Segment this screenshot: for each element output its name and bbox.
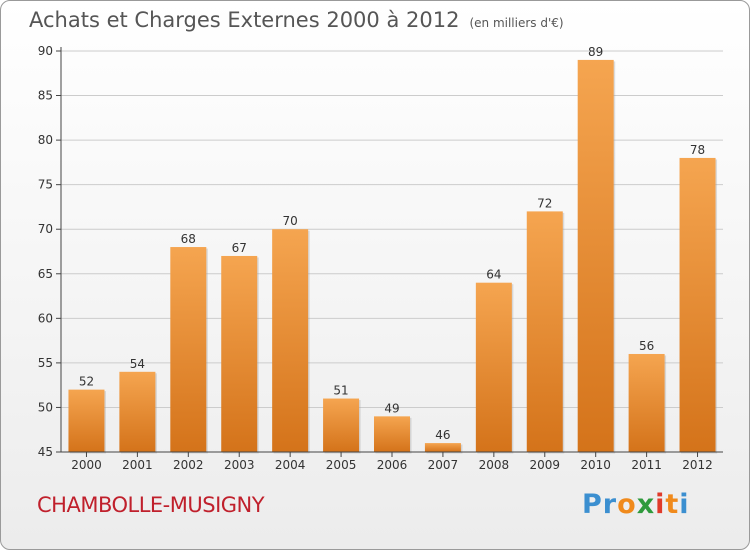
grid-lines	[61, 50, 723, 453]
data-label: 72	[537, 196, 552, 210]
x-tick-label: 2000	[71, 458, 102, 472]
bar	[577, 59, 614, 453]
data-label: 64	[486, 268, 501, 282]
logo-letter: r	[602, 489, 618, 520]
data-label: 68	[181, 232, 196, 246]
data-label: 78	[690, 143, 705, 157]
data-label: 46	[435, 428, 450, 442]
commune-name: CHAMBOLLE-MUSIGNY	[37, 493, 265, 517]
y-tick-label: 60	[38, 311, 53, 325]
x-tick-label: 2005	[326, 458, 357, 472]
chart-subtitle: (en milliers d'€)	[469, 16, 564, 30]
logo-letter: P	[582, 489, 603, 520]
data-label: 70	[283, 214, 298, 228]
data-label: 52	[79, 375, 94, 389]
bar	[323, 398, 360, 452]
x-tick-label: 2003	[224, 458, 255, 472]
y-tick-label: 85	[38, 89, 53, 103]
logo-letter: i	[679, 489, 690, 520]
x-tick-label: 2012	[682, 458, 713, 472]
proxiti-logo: Proxiti	[582, 489, 690, 520]
data-label: 54	[130, 357, 145, 371]
data-label: 49	[384, 401, 399, 415]
x-tick-label: 2009	[529, 458, 560, 472]
logo-letter: x	[636, 489, 656, 520]
x-tick-label: 2008	[479, 458, 510, 472]
x-tick-label: 2004	[275, 458, 306, 472]
x-tick-label: 2007	[428, 458, 459, 472]
bar	[424, 443, 461, 452]
logo-letter: o	[617, 489, 637, 520]
y-tick-label: 45	[38, 445, 53, 459]
labels: 45 50 55 60 65 70 75 80 85 90 52 2000 54 2001 68 2002 67…	[38, 44, 713, 472]
data-label: 56	[639, 339, 654, 353]
bar	[475, 282, 512, 452]
bar	[628, 353, 665, 452]
axes	[56, 47, 723, 457]
data-label: 67	[232, 241, 247, 255]
y-tick-label: 50	[38, 400, 53, 414]
y-tick-label: 90	[38, 44, 53, 58]
logo-letter: i	[655, 489, 666, 520]
bar	[170, 247, 207, 452]
bar	[221, 255, 258, 452]
x-tick-label: 2011	[631, 458, 662, 472]
bars	[68, 59, 718, 454]
chart-title-text: Achats et Charges Externes 2000 à 2012	[29, 8, 460, 32]
y-tick-label: 55	[38, 356, 53, 370]
data-label: 89	[588, 45, 603, 59]
bar	[272, 229, 309, 452]
y-tick-label: 70	[38, 222, 53, 236]
logo-letter: t	[665, 489, 680, 520]
y-tick-label: 80	[38, 133, 53, 147]
bar	[119, 371, 156, 452]
bar	[679, 157, 716, 452]
data-label: 51	[333, 384, 348, 398]
y-tick-label: 65	[38, 267, 53, 281]
bar	[374, 416, 410, 452]
chart-title: Achats et Charges Externes 2000 à 2012 (e…	[29, 8, 564, 32]
bar	[68, 389, 105, 452]
x-tick-label: 2002	[173, 458, 204, 472]
x-tick-label: 2006	[377, 458, 408, 472]
x-tick-label: 2001	[122, 458, 153, 472]
x-tick-label: 2010	[580, 458, 611, 472]
y-tick-label: 75	[38, 178, 53, 192]
bar	[526, 211, 563, 452]
